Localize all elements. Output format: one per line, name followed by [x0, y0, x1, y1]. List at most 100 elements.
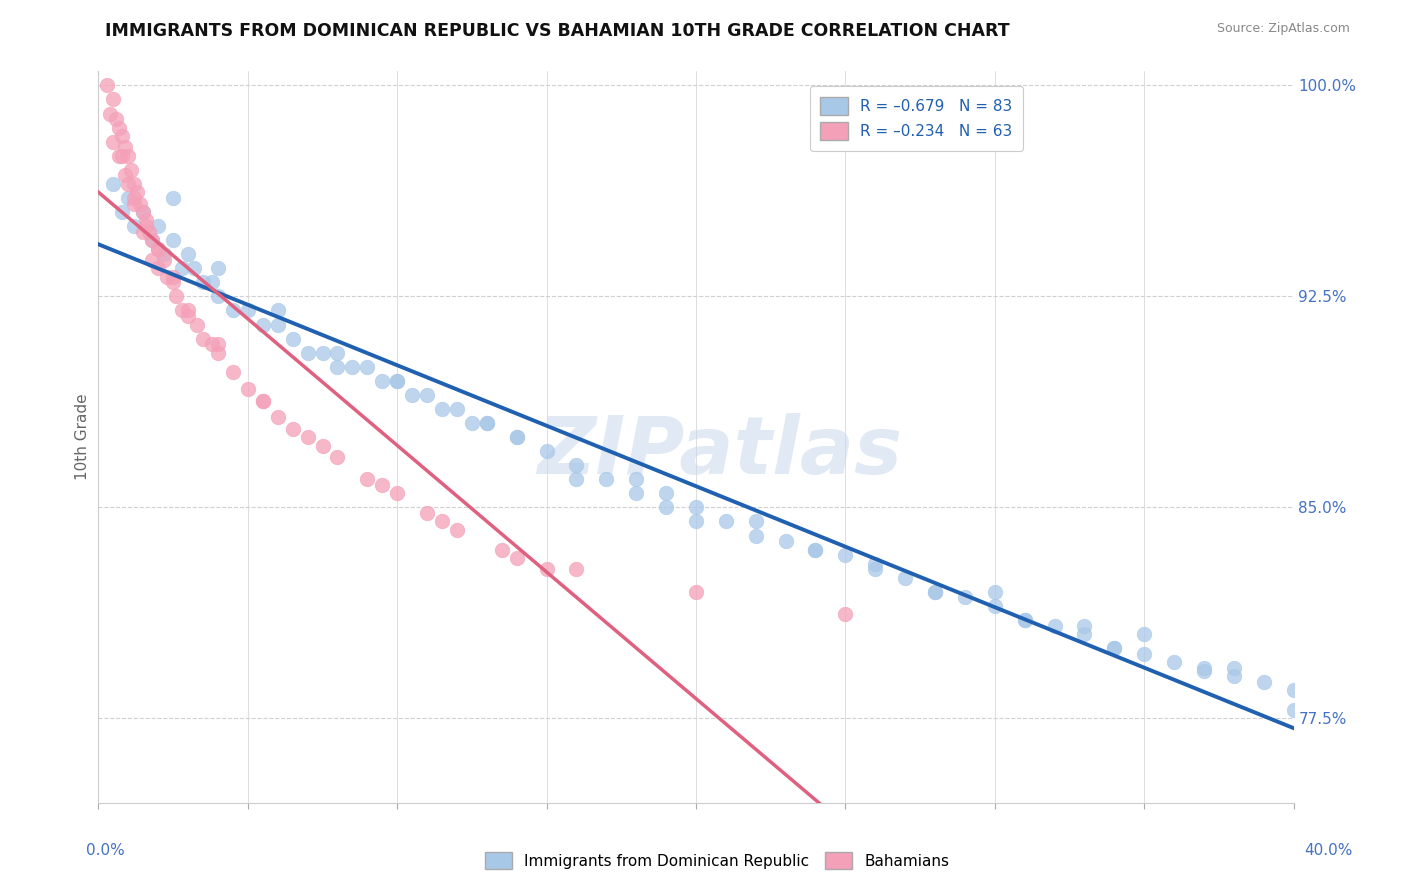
Point: [565, 458, 588, 473]
Point: [1104, 641, 1126, 656]
Point: [111, 205, 134, 219]
Point: [311, 345, 333, 359]
Point: [111, 149, 134, 163]
Point: [117, 191, 139, 205]
Point: [120, 162, 142, 177]
Point: [191, 276, 214, 290]
Point: [132, 205, 155, 219]
Point: [385, 486, 409, 500]
Point: [281, 332, 304, 346]
Point: [103, 93, 125, 107]
Point: [385, 374, 409, 388]
Point: [124, 177, 146, 191]
Point: [191, 332, 214, 346]
Point: [1073, 627, 1095, 641]
Point: [595, 472, 617, 486]
Point: [984, 584, 1007, 599]
Point: [356, 472, 378, 486]
Point: [153, 252, 176, 267]
Point: [177, 303, 200, 318]
Point: [924, 584, 946, 599]
Point: [865, 562, 887, 576]
Point: [745, 515, 768, 529]
Point: [201, 337, 224, 351]
Point: [222, 303, 245, 318]
Point: [156, 269, 179, 284]
Point: [1192, 664, 1215, 678]
Point: [430, 401, 453, 416]
Point: [491, 542, 513, 557]
Point: [297, 430, 319, 444]
Point: [183, 261, 205, 276]
Point: [1104, 641, 1126, 656]
Point: [103, 177, 125, 191]
Point: [207, 261, 229, 276]
Point: [135, 219, 157, 233]
Point: [371, 374, 394, 388]
Point: [401, 388, 423, 402]
Point: [267, 410, 290, 425]
Point: [626, 486, 648, 500]
Point: [506, 430, 529, 444]
Point: [446, 401, 468, 416]
Text: 0.0%: 0.0%: [86, 843, 125, 858]
Legend: R = –0.679   N = 83, R = –0.234   N = 63: R = –0.679 N = 83, R = –0.234 N = 63: [810, 87, 1024, 151]
Point: [103, 135, 125, 149]
Point: [201, 276, 224, 290]
Point: [135, 213, 157, 227]
Point: [924, 584, 946, 599]
Point: [356, 359, 378, 374]
Point: [834, 607, 856, 622]
Point: [1014, 613, 1036, 627]
Point: [222, 365, 245, 379]
Text: Source: ZipAtlas.com: Source: ZipAtlas.com: [1216, 22, 1350, 36]
Point: [1282, 683, 1305, 698]
Point: [1014, 613, 1036, 627]
Point: [252, 318, 274, 332]
Point: [311, 438, 333, 452]
Point: [655, 486, 678, 500]
Point: [207, 345, 229, 359]
Point: [124, 196, 146, 211]
Point: [132, 205, 155, 219]
Point: [281, 422, 304, 436]
Point: [162, 233, 184, 247]
Point: [1133, 647, 1156, 661]
Point: [172, 261, 194, 276]
Point: [685, 500, 707, 515]
Point: [416, 506, 439, 520]
Point: [984, 599, 1007, 613]
Point: [326, 345, 349, 359]
Point: [461, 416, 484, 430]
Point: [297, 345, 319, 359]
Point: [804, 542, 827, 557]
Point: [114, 169, 136, 183]
Point: [132, 225, 155, 239]
Point: [138, 225, 160, 239]
Point: [141, 252, 163, 267]
Point: [267, 318, 290, 332]
Point: [865, 557, 887, 571]
Point: [385, 374, 409, 388]
Point: [108, 120, 131, 135]
Point: [834, 548, 856, 562]
Point: [267, 303, 290, 318]
Point: [153, 247, 176, 261]
Point: [685, 515, 707, 529]
Point: [207, 289, 229, 303]
Point: [536, 562, 558, 576]
Point: [207, 337, 229, 351]
Point: [186, 318, 208, 332]
Point: [1043, 618, 1066, 632]
Point: [165, 289, 187, 303]
Point: [326, 450, 349, 464]
Point: [162, 276, 184, 290]
Point: [117, 177, 139, 191]
Point: [446, 523, 468, 537]
Point: [148, 242, 170, 256]
Point: [475, 416, 498, 430]
Point: [129, 196, 152, 211]
Point: [371, 478, 394, 492]
Legend: Immigrants from Dominican Republic, Bahamians: Immigrants from Dominican Republic, Baha…: [478, 846, 956, 875]
Point: [108, 149, 131, 163]
